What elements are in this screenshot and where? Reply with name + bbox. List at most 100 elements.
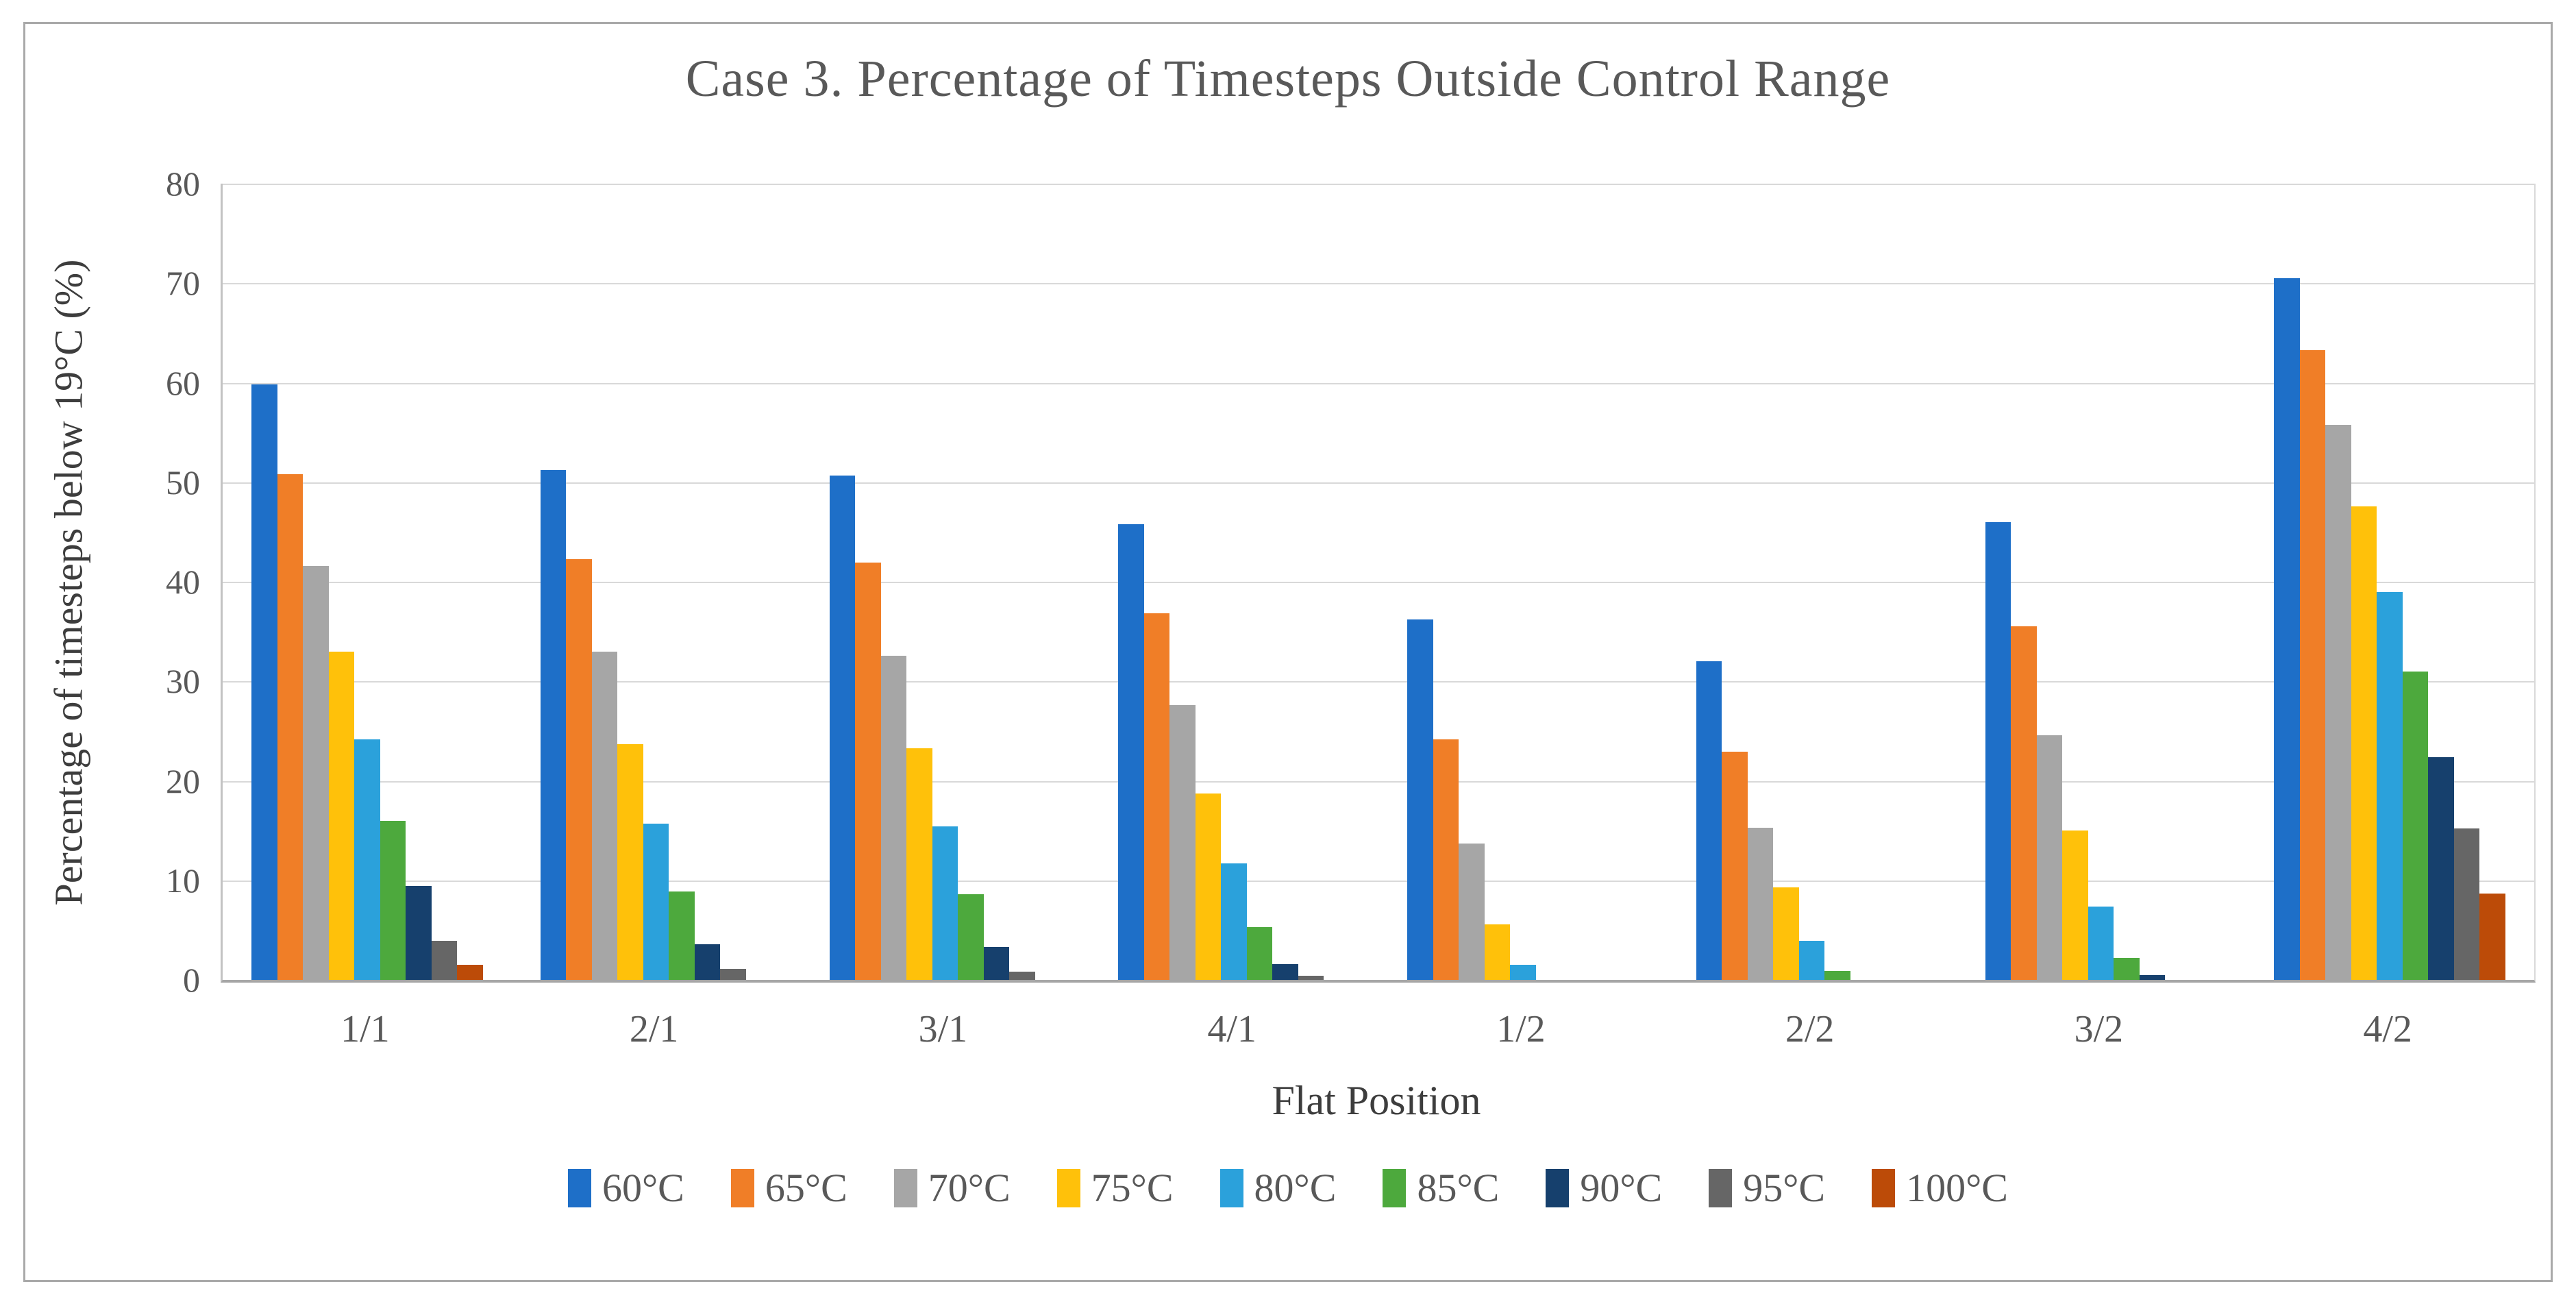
- legend-swatch-icon: [893, 1168, 917, 1207]
- gridline-50: [223, 482, 2534, 484]
- x-axis-title: Flat Position: [1272, 1078, 1481, 1123]
- bar-4/1-85°C: [1246, 927, 1273, 980]
- bar-3/2-75°C: [2062, 831, 2088, 980]
- legend-item-85°C: 85°C: [1383, 1165, 1499, 1211]
- legend-label: 65°C: [765, 1166, 847, 1210]
- legend-swatch-icon: [730, 1168, 754, 1207]
- bar-2/1-60°C: [540, 470, 567, 980]
- bar-4/2-60°C: [2274, 278, 2300, 980]
- bar-3/1-70°C: [880, 655, 907, 980]
- bar-3/1-65°C: [855, 563, 881, 980]
- legend-swatch-icon: [567, 1168, 591, 1207]
- bar-1/1-65°C: [277, 474, 304, 980]
- bar-2/2-80°C: [1798, 941, 1825, 980]
- bar-1/2-60°C: [1407, 619, 1433, 980]
- bar-1/1-80°C: [354, 739, 380, 980]
- legend: 60°C 65°C 70°C 75°C 80°C 85°C 90°C 95°C 100°C: [0, 1165, 2576, 1211]
- legend-label: 75°C: [1091, 1166, 1174, 1210]
- bar-4/2-100°C: [2479, 893, 2505, 980]
- y-tick-label-70: 70: [166, 264, 200, 303]
- x-category-label-3/2: 3/2: [2074, 1008, 2124, 1050]
- chart-title: Case 3. Percentage of Timesteps Outside …: [685, 50, 1891, 108]
- bar-2/1-80°C: [643, 823, 669, 980]
- bar-2/2-75°C: [1773, 887, 1799, 980]
- x-category-label-1/1: 1/1: [340, 1008, 390, 1050]
- legend-label: 60°C: [602, 1166, 684, 1210]
- bar-4/2-70°C: [2325, 424, 2351, 980]
- legend-label: 70°C: [928, 1166, 1011, 1210]
- gridline-70: [223, 283, 2534, 285]
- bar-2/1-65°C: [566, 558, 592, 980]
- bar-4/2-80°C: [2377, 591, 2403, 980]
- x-category-label-3/1: 3/1: [918, 1008, 968, 1050]
- gridline-40: [223, 582, 2534, 583]
- bar-1/2-70°C: [1459, 844, 1485, 980]
- bar-2/1-70°C: [591, 651, 618, 980]
- bar-2/1-85°C: [669, 891, 695, 980]
- legend-label: 100°C: [1906, 1166, 2008, 1210]
- gridline-20: [223, 780, 2534, 783]
- x-category-label-1/2: 1/2: [1496, 1008, 1546, 1050]
- legend-label: 80°C: [1254, 1166, 1337, 1210]
- figure-frame: [23, 22, 2553, 1282]
- bar-4/2-95°C: [2453, 828, 2480, 980]
- bar-1/1-60°C: [251, 384, 277, 980]
- bar-4/1-70°C: [1169, 705, 1196, 980]
- bar-1/2-65°C: [1433, 739, 1459, 980]
- x-category-label-2/1: 2/1: [629, 1008, 679, 1050]
- y-tick-label-50: 50: [166, 463, 200, 502]
- bar-3/2-65°C: [2011, 626, 2037, 980]
- gridline-60: [223, 382, 2534, 384]
- bar-2/2-60°C: [1696, 661, 1722, 980]
- bar-3/1-75°C: [906, 748, 932, 980]
- bar-3/1-60°C: [829, 475, 856, 980]
- legend-swatch-icon: [1709, 1168, 1733, 1207]
- x-category-label-4/1: 4/1: [1207, 1008, 1256, 1050]
- gridline-30: [223, 681, 2534, 683]
- bar-1/2-75°C: [1484, 924, 1511, 980]
- x-category-label-2/2: 2/2: [1785, 1008, 1835, 1050]
- bar-3/2-60°C: [1985, 521, 2011, 980]
- bar-3/2-70°C: [2036, 735, 2063, 980]
- bar-4/1-90°C: [1272, 963, 1298, 980]
- bar-4/1-95°C: [1298, 976, 1324, 980]
- bar-1/1-85°C: [380, 820, 406, 980]
- gridline-10: [223, 880, 2534, 882]
- legend-item-100°C: 100°C: [1872, 1165, 2008, 1211]
- bar-2/2-70°C: [1747, 827, 1774, 980]
- legend-item-95°C: 95°C: [1709, 1165, 1825, 1211]
- bar-3/2-85°C: [2114, 958, 2140, 980]
- bar-4/1-60°C: [1118, 524, 1144, 980]
- bar-4/2-90°C: [2428, 756, 2454, 980]
- bar-1/2-80°C: [1510, 965, 1536, 980]
- legend-label: 85°C: [1417, 1166, 1500, 1210]
- bar-1/1-75°C: [328, 651, 355, 980]
- bar-3/1-95°C: [1009, 972, 1035, 980]
- bar-2/1-95°C: [720, 969, 746, 980]
- bar-1/1-100°C: [457, 965, 483, 980]
- bar-3/2-80°C: [2088, 906, 2114, 980]
- bar-1/1-95°C: [431, 941, 458, 980]
- legend-item-70°C: 70°C: [893, 1165, 1011, 1211]
- y-tick-label-10: 10: [166, 861, 200, 900]
- x-category-label-4/2: 4/2: [2363, 1008, 2412, 1050]
- bar-4/2-75°C: [2351, 506, 2377, 980]
- legend-swatch-icon: [1546, 1168, 1570, 1207]
- bar-3/1-85°C: [958, 894, 984, 980]
- legend-swatch-icon: [1383, 1168, 1407, 1207]
- bar-2/1-90°C: [694, 944, 721, 980]
- legend-item-60°C: 60°C: [567, 1165, 684, 1211]
- y-tick-label-20: 20: [166, 761, 200, 800]
- bar-3/1-90°C: [983, 947, 1010, 980]
- y-tick-label-0: 0: [183, 961, 200, 999]
- bar-2/2-85°C: [1824, 970, 1850, 980]
- y-tick-label-40: 40: [166, 563, 200, 601]
- bar-4/1-75°C: [1195, 794, 1222, 980]
- gridline-80: [223, 184, 2534, 185]
- legend-item-90°C: 90°C: [1546, 1165, 1662, 1211]
- bar-4/1-80°C: [1221, 863, 1247, 980]
- legend-item-80°C: 80°C: [1219, 1165, 1337, 1211]
- legend-swatch-icon: [1872, 1168, 1896, 1207]
- bar-2/2-65°C: [1722, 752, 1748, 980]
